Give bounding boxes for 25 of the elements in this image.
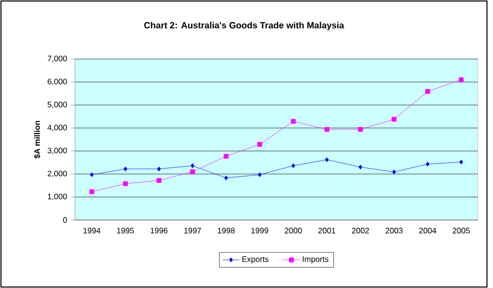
point (291, 163, 296, 168)
point (124, 166, 128, 172)
point (90, 172, 94, 178)
point (224, 176, 228, 180)
point (458, 77, 464, 82)
point (257, 142, 262, 147)
point (190, 169, 195, 174)
point (392, 170, 396, 174)
point (290, 118, 296, 124)
point (157, 166, 161, 172)
point (122, 181, 128, 186)
point (190, 163, 194, 168)
point (358, 126, 363, 132)
point (258, 172, 262, 178)
point (325, 157, 329, 162)
point (392, 116, 396, 122)
point (89, 189, 94, 194)
point (324, 126, 330, 132)
point (156, 178, 162, 183)
point (358, 164, 362, 170)
point (426, 162, 430, 167)
point (224, 154, 229, 159)
point (459, 160, 464, 164)
point (425, 89, 430, 94)
chart-title: Chart 2: Australia's Goods Trade with Malaysia (144, 22, 344, 30)
